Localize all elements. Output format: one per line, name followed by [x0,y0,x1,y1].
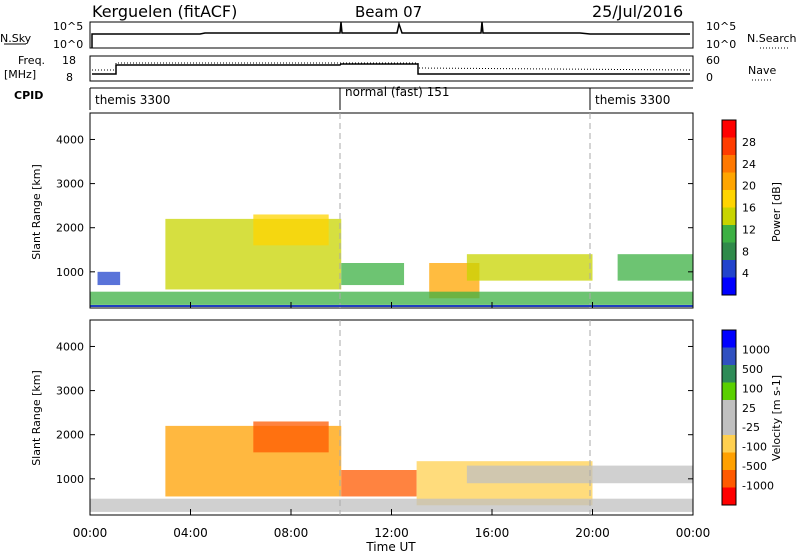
x-axis-label: Time UT [365,540,416,554]
x-tick-label: 08:00 [274,526,309,540]
freq-panel-frame [89,55,694,82]
colorbar-swatch [722,435,736,453]
date-title: 25/Jul/2016 [592,2,683,21]
scatter-region [90,291,693,305]
noise-right-tick-top: 10^5 [706,20,736,33]
cpid-segment-1: themis 3300 [95,93,170,107]
colorbar-swatch [722,382,736,401]
colorbar-tick-label: 4 [742,267,749,280]
colorbar-swatch [722,470,736,488]
cpid-segment-3: themis 3300 [595,93,670,107]
colorbar-tick-label: -1000 [742,480,774,493]
colorbar-swatch [722,190,736,208]
nsky-label: N.Sky [0,32,32,45]
x-tick-label: 00:00 [676,526,711,540]
power-ylabel: Slant Range [km] [30,164,43,260]
colorbar-swatch [722,330,736,348]
colorbar-swatch [722,347,736,366]
colorbar-swatch [722,172,736,191]
nsky-trace [91,21,690,48]
power-heatmap [90,214,693,305]
velocity-colorbar: -1000 -500 -100 -25 25 100 500 1000 [721,329,774,506]
colorbar-tick-label: 1000 [742,343,770,356]
colorbar-tick-label: 25 [742,402,756,415]
y-tick-label: 3000 [56,385,84,398]
noise-panel-frame [89,21,694,49]
freq-left-tick-bottom: 8 [66,71,73,84]
power-colorbar-label: Power [dB] [770,182,783,242]
nave-right-tick-bottom: 0 [706,71,713,84]
velocity-colorbar-label: Velocity [m s-1] [770,375,783,461]
scatter-region [253,214,329,246]
y-tick-label: 4000 [56,133,84,146]
x-tick-label: 00:00 [73,526,108,540]
scatter-region [97,271,121,286]
power-colorbar: 4 8 12 16 20 24 28 [721,119,756,296]
scatter-region [90,498,693,512]
scatter-region [341,470,417,497]
power-y-axis: 1000 2000 3000 4000 [56,133,693,279]
velocity-y-axis: 1000 2000 3000 4000 [56,340,693,486]
beam-title: Beam 07 [355,3,422,21]
colorbar-swatch [722,277,736,296]
colorbar-swatch [722,260,736,278]
x-tick-label: 20:00 [575,526,610,540]
nave-right-tick-top: 60 [706,54,720,67]
station-title: Kerguelen (fitACF) [92,2,237,21]
colorbar-swatch [722,155,736,173]
x-tick-label: 12:00 [374,526,409,540]
nave-label: Nave [748,64,776,77]
velocity-heatmap [90,421,693,512]
colorbar-tick-label: -100 [742,441,767,454]
colorbar-tick-label: 24 [742,158,756,171]
y-tick-label: 2000 [56,429,84,442]
colorbar-swatch [722,452,736,471]
colorbar-tick-label: -500 [742,460,767,473]
y-tick-label: 1000 [56,473,84,486]
cpid-segment-2: normal (fast) 151 [345,85,449,99]
x-tick-label: 16:00 [475,526,510,540]
freq-label: Freq. [18,54,45,67]
scatter-region [253,421,329,453]
colorbar-tick-label: 500 [742,363,763,376]
freq-left-tick-top: 18 [62,54,76,67]
y-tick-label: 1000 [56,266,84,279]
scatter-region [341,263,405,286]
colorbar-swatch [722,120,736,138]
noise-right-tick-bottom: 10^0 [706,38,736,51]
y-tick-label: 2000 [56,222,84,235]
freq-unit-label: [MHz] [4,68,36,81]
colorbar-swatch [722,400,736,418]
colorbar-swatch [722,207,736,226]
freq-trace [92,63,690,75]
scatter-region [466,254,593,281]
nsearch-label: N.Search [747,32,797,45]
colorbar-swatch [722,137,736,156]
colorbar-swatch [722,225,736,243]
colorbar-tick-label: 16 [742,202,756,215]
colorbar-tick-label: 8 [742,245,749,258]
noise-left-tick-top: 10^5 [53,20,83,33]
colorbar-swatch [722,417,736,436]
colorbar-frame [721,119,737,296]
colorbar-frame [721,329,737,506]
colorbar-swatch [722,487,736,506]
colorbar-tick-label: 20 [742,180,756,193]
colorbar-swatch [722,242,736,261]
colorbar-tick-label: 100 [742,382,763,395]
scatter-region [466,465,693,484]
noise-left-tick-bottom: 10^0 [53,38,83,51]
colorbar-tick-label: 28 [742,136,756,149]
scatter-region [617,254,693,281]
colorbar-tick-label: -25 [742,421,760,434]
cpid-label: CPID [14,89,43,102]
y-tick-label: 4000 [56,340,84,353]
y-tick-label: 3000 [56,178,84,191]
colorbar-tick-label: 12 [742,223,756,236]
velocity-ylabel: Slant Range [km] [30,370,43,466]
colorbar-swatch [722,365,736,383]
time-x-axis: 00:00 04:00 08:00 12:00 16:00 20:00 00:00 [73,302,711,540]
x-tick-label: 04:00 [173,526,208,540]
